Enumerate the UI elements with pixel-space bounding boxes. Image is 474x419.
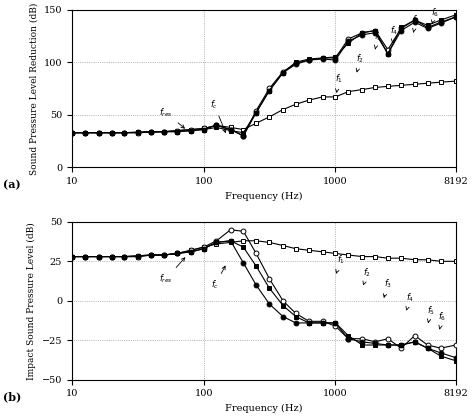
Y-axis label: Impact Sound Pressure Level (dB): Impact Sound Pressure Level (dB) — [27, 222, 36, 380]
Text: $f_c$: $f_c$ — [211, 266, 225, 291]
Text: (a): (a) — [3, 179, 20, 190]
Text: $f_1$: $f_1$ — [335, 73, 343, 92]
Text: $f_6$: $f_6$ — [438, 310, 447, 329]
Text: $f_1$: $f_1$ — [336, 253, 345, 273]
Text: $f_2$: $f_2$ — [363, 266, 372, 285]
X-axis label: Frequency (Hz): Frequency (Hz) — [225, 404, 302, 413]
Text: $f_5$: $f_5$ — [427, 304, 435, 323]
Text: $f_4$: $f_4$ — [406, 292, 414, 310]
Text: (b): (b) — [3, 391, 21, 402]
Text: $f_{res}$: $f_{res}$ — [159, 258, 185, 285]
Text: $f_6$: $f_6$ — [431, 7, 439, 23]
Text: $f_2$: $f_2$ — [356, 53, 365, 72]
Text: $f_5$: $f_5$ — [412, 14, 420, 32]
Y-axis label: Sound Pressure Level Reduction (dB): Sound Pressure Level Reduction (dB) — [29, 2, 38, 175]
Text: $f_c$: $f_c$ — [210, 98, 226, 132]
Text: $f_3$: $f_3$ — [374, 31, 382, 49]
X-axis label: Frequency (Hz): Frequency (Hz) — [225, 192, 302, 201]
Text: $f_{res}$: $f_{res}$ — [159, 106, 184, 128]
Text: $f_3$: $f_3$ — [383, 277, 392, 297]
Text: $f_4$: $f_4$ — [390, 24, 399, 43]
